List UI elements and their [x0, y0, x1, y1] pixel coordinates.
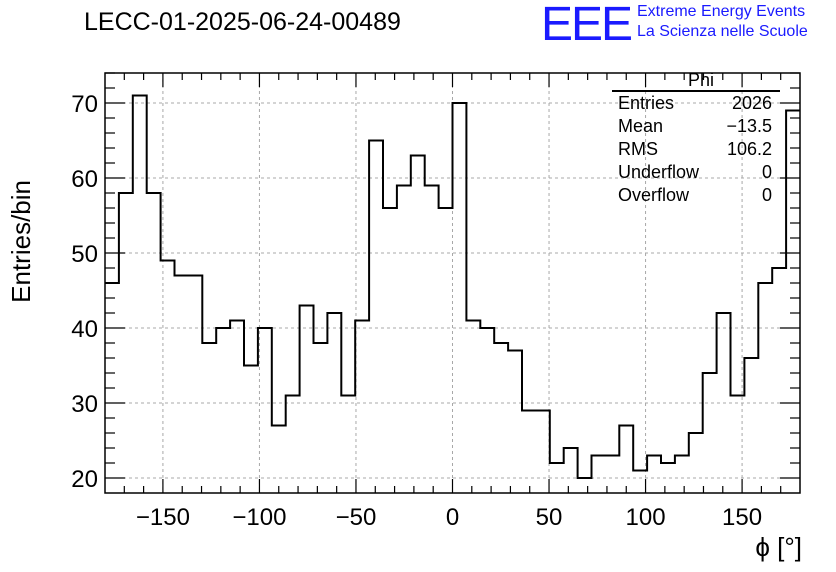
eee-logo: EEE	[541, 0, 633, 51]
y-tick-label: 60	[71, 166, 98, 193]
stats-row-mean: Mean −13.5	[612, 115, 780, 138]
logo-line-2: La Scienza nelle Scuole	[637, 23, 808, 40]
stats-value: 0	[761, 185, 772, 205]
y-tick-label: 30	[71, 391, 98, 418]
x-tick-label: 50	[536, 504, 563, 531]
histogram-step-line	[105, 94, 800, 479]
stats-title: Phi	[612, 70, 780, 92]
logo-line-1: Extreme Energy Events	[637, 3, 806, 20]
x-tick-label: −150	[136, 504, 190, 531]
y-axis-label: Entries/bin	[6, 180, 36, 303]
axis-ticks	[105, 72, 800, 493]
stats-row-underflow: Underflow 0	[612, 161, 780, 184]
stats-box: Phi Entries 2026 Mean −13.5 RMS 106.2 Un…	[612, 70, 780, 207]
stats-value: −13.5	[726, 116, 772, 136]
stats-label: Underflow	[618, 162, 700, 182]
x-tick-label: 100	[626, 504, 666, 531]
stats-value: 0	[761, 162, 772, 182]
axis-tick-labels: −150 −100 −50 0 50 100 150 20 30 40 50 60 70	[71, 91, 762, 531]
x-tick-label: −50	[336, 504, 377, 531]
y-tick-label: 20	[71, 466, 98, 493]
stats-row-entries: Entries 2026	[612, 92, 780, 115]
y-tick-label: 70	[71, 91, 98, 118]
stats-label: Mean	[618, 116, 664, 136]
stats-label: RMS	[618, 139, 658, 159]
stats-value: 106.2	[726, 139, 772, 159]
y-tick-label: 40	[71, 316, 98, 343]
logo-caption: Extreme Energy Events La Scienza nelle S…	[637, 2, 808, 42]
x-tick-label: 150	[722, 504, 762, 531]
stats-label: Overflow	[618, 185, 690, 205]
x-tick-label: −100	[232, 504, 286, 531]
stats-label: Entries	[618, 93, 675, 113]
stats-value: 2026	[731, 93, 772, 113]
y-tick-label: 50	[71, 241, 98, 268]
chart-title: LECC-01-2025-06-24-00489	[84, 8, 401, 36]
x-axis-label: ϕ [°]	[755, 532, 802, 562]
x-tick-label: 0	[446, 504, 459, 531]
stats-row-overflow: Overflow 0	[612, 184, 780, 207]
stats-row-rms: RMS 106.2	[612, 138, 780, 161]
